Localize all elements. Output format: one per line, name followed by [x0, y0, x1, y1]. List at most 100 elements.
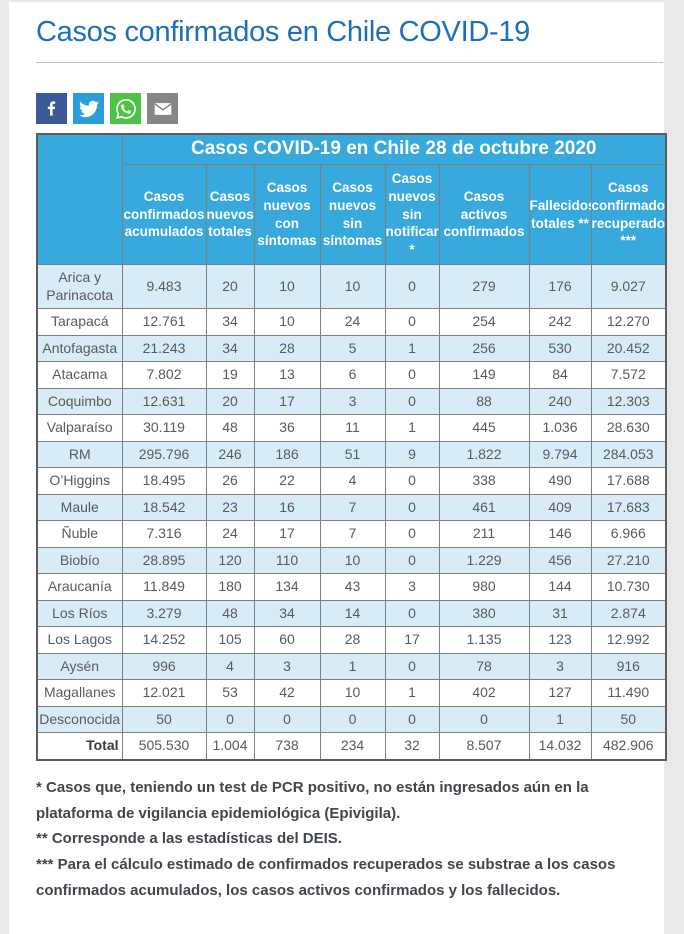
value-cell: 51 — [319, 440, 386, 469]
value-cell: 28 — [319, 626, 386, 654]
region-cell: Magallanes — [36, 679, 123, 707]
value-cell: 18.542 — [121, 493, 207, 522]
value-cell: 0 — [205, 705, 255, 734]
value-cell: 461 — [438, 493, 530, 522]
value-cell: 0 — [384, 599, 440, 628]
value-cell: 402 — [438, 679, 530, 707]
footnote-3: *** Para el cálculo estimado de confirma… — [36, 856, 616, 900]
value-cell: 26 — [205, 467, 255, 495]
value-cell: 1.822 — [438, 440, 530, 469]
value-cell: 10 — [319, 679, 386, 707]
value-cell: 12.992 — [590, 626, 667, 654]
value-cell: 13 — [253, 361, 321, 389]
value-cell: 4 — [205, 652, 255, 681]
email-share-button[interactable] — [147, 93, 178, 124]
region-cell: Antofagasta — [36, 334, 123, 363]
value-cell: 16 — [253, 493, 321, 522]
email-icon — [153, 99, 173, 119]
value-cell: 10.730 — [590, 573, 667, 601]
table-row: Ñuble 7.316 24 17 7 0 211 146 6.966 — [36, 520, 667, 548]
value-cell: 505.530 — [121, 732, 207, 761]
value-cell: 36 — [253, 414, 321, 442]
value-cell: 110 — [253, 546, 321, 575]
footnote-2: ** Corresponde a las estadísticas del DE… — [36, 830, 342, 848]
value-cell: 916 — [590, 652, 667, 681]
value-cell: 3.279 — [121, 599, 207, 628]
region-cell: Valparaíso — [36, 414, 123, 442]
value-cell: 1 — [528, 705, 592, 734]
column-header: Casos nuevos con síntomas — [253, 163, 321, 266]
value-cell: 60 — [253, 626, 321, 654]
total-row: Total 505.530 1.004 738 234 32 8.507 14.032 482.… — [36, 732, 667, 761]
region-cell: Ñuble — [36, 520, 123, 548]
value-cell: 88 — [438, 387, 530, 416]
value-cell: 10 — [253, 264, 321, 310]
value-cell: 9.027 — [590, 264, 667, 310]
value-cell: 5 — [319, 334, 386, 363]
value-cell: 279 — [438, 264, 530, 310]
value-cell: 134 — [253, 573, 321, 601]
value-cell: 20.452 — [590, 334, 667, 363]
twitter-share-button[interactable] — [73, 93, 104, 124]
page-title: Casos confirmados en Chile COVID-19 — [36, 16, 530, 48]
value-cell: 1.036 — [528, 414, 592, 442]
value-cell: 10 — [253, 308, 321, 336]
value-cell: 996 — [121, 652, 207, 681]
corner-cell — [36, 133, 123, 266]
value-cell: 42 — [253, 679, 321, 707]
value-cell: 18.495 — [121, 467, 207, 495]
value-cell: 482.906 — [590, 732, 667, 761]
value-cell: 1.229 — [438, 546, 530, 575]
value-cell: 14 — [319, 599, 386, 628]
table-row: RM 295.796 246 186 51 9 1.822 9.794 284.053 — [36, 440, 667, 469]
value-cell: 0 — [384, 493, 440, 522]
value-cell: 380 — [438, 599, 530, 628]
article-page: Casos confirmados en Chile COVID-19 — [9, 2, 667, 934]
value-cell: 14.032 — [528, 732, 592, 761]
value-cell: 20 — [205, 387, 255, 416]
footnotes: * Casos que, teniendo un test de PCR pos… — [36, 775, 651, 905]
value-cell: 1.004 — [205, 732, 255, 761]
value-cell: 409 — [528, 493, 592, 522]
value-cell: 254 — [438, 308, 530, 336]
region-cell: RM — [36, 440, 123, 469]
value-cell: 240 — [528, 387, 592, 416]
value-cell: 4 — [319, 467, 386, 495]
value-cell: 123 — [528, 626, 592, 654]
value-cell: 6.966 — [590, 520, 667, 548]
whatsapp-share-button[interactable] — [110, 93, 141, 124]
title-divider — [36, 62, 663, 63]
value-cell: 12.270 — [590, 308, 667, 336]
value-cell: 48 — [205, 414, 255, 442]
value-cell: 338 — [438, 467, 530, 495]
twitter-icon — [78, 99, 99, 119]
table-row: Antofagasta 21.243 34 28 5 1 256 530 20.452 — [36, 334, 667, 363]
value-cell: 146 — [528, 520, 592, 548]
facebook-share-button[interactable] — [36, 93, 67, 124]
table-row: Desconocida 50 0 0 0 0 0 1 50 — [36, 705, 667, 734]
table-row: Aysén 996 4 3 1 0 78 3 916 — [36, 652, 667, 681]
value-cell: 28.630 — [590, 414, 667, 442]
value-cell: 738 — [253, 732, 321, 761]
table-row: Biobío 28.895 120 110 10 0 1.229 456 27.210 — [36, 546, 667, 575]
value-cell: 0 — [384, 308, 440, 336]
column-header: Casos confirmados acumulados — [121, 163, 207, 266]
column-header-row: Casos confirmados acumulados Casos nuevos… — [37, 163, 667, 266]
value-cell: 0 — [384, 520, 440, 548]
region-cell: Coquimbo — [36, 387, 123, 416]
value-cell: 234 — [319, 732, 386, 761]
region-cell: Biobío — [36, 546, 123, 575]
region-cell: Atacama — [36, 361, 123, 389]
value-cell: 31 — [528, 599, 592, 628]
table-row: Tarapacá 12.761 34 10 24 0 254 242 12.270 — [36, 308, 667, 336]
value-cell: 1 — [384, 414, 440, 442]
value-cell: 23 — [205, 493, 255, 522]
value-cell: 48 — [205, 599, 255, 628]
table-row: Arica y Parinacota 9.483 20 10 10 0 279 176 9.02… — [36, 264, 667, 310]
value-cell: 180 — [205, 573, 255, 601]
value-cell: 3 — [528, 652, 592, 681]
value-cell: 12.761 — [121, 308, 207, 336]
value-cell: 242 — [528, 308, 592, 336]
value-cell: 0 — [384, 387, 440, 416]
value-cell: 17 — [384, 626, 440, 654]
